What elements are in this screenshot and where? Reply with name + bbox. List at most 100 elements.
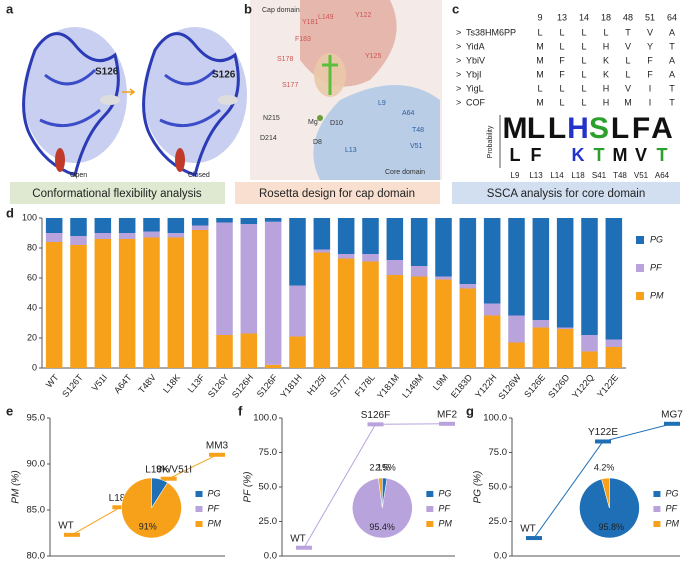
- bar-segment: [532, 320, 550, 328]
- x-tick-label: L18K: [161, 372, 182, 395]
- x-tick-label: Y122H: [473, 372, 498, 400]
- bar-segment: [216, 222, 233, 335]
- legend-swatch: [426, 491, 434, 497]
- bar-segment: [216, 218, 233, 223]
- row-name: YigL: [466, 83, 484, 93]
- bar-segment: [386, 218, 404, 260]
- bar-segment: [143, 218, 160, 232]
- residue: L: [581, 97, 586, 107]
- point-label: MF2: [437, 409, 457, 420]
- residue: V: [647, 27, 653, 37]
- panel-label: c: [452, 1, 459, 16]
- bar-segment: [459, 284, 477, 289]
- bar-segment: [410, 266, 428, 277]
- y-tick-label: 50.0: [259, 482, 278, 493]
- bar-segment: [191, 225, 209, 230]
- residue: A: [669, 69, 675, 79]
- residue: L: [581, 27, 586, 37]
- banner-text: Conformational flexibility analysis: [32, 188, 202, 200]
- bar-segment: [118, 218, 136, 233]
- legend-swatch: [426, 521, 434, 527]
- bar-segment: [581, 335, 598, 352]
- banner-text: Rosetta design for cap domain: [259, 188, 415, 200]
- legend-label: PG: [650, 234, 663, 244]
- pie-slice: [352, 477, 413, 539]
- logo-letter: L: [548, 112, 566, 145]
- pie-value-label: 91%: [139, 521, 157, 531]
- bar-segment: [45, 218, 63, 233]
- bar-segment: [167, 233, 185, 238]
- residue-label: D8: [313, 139, 322, 146]
- residue: Y: [647, 41, 653, 51]
- y-tick-label: 50.0: [489, 482, 508, 493]
- residue: I: [649, 83, 652, 93]
- residue: M: [624, 97, 632, 107]
- bar-segment: [556, 218, 574, 328]
- residue: T: [669, 97, 675, 107]
- structure-open: [22, 27, 127, 177]
- logo-letter: T: [657, 145, 668, 165]
- bar-segment: [556, 327, 574, 329]
- legend-label: PM: [208, 518, 222, 528]
- panel-label: e: [6, 403, 13, 418]
- residue-label: L9: [378, 100, 386, 107]
- bar-segment: [508, 218, 525, 316]
- legend-swatch: [636, 264, 644, 272]
- bar-segment: [410, 218, 428, 266]
- y-tick-label: 25.0: [489, 516, 508, 527]
- state-label: Closed: [188, 172, 210, 179]
- legend-swatch: [636, 292, 644, 300]
- logo-letter: K: [572, 145, 585, 165]
- residue: L: [581, 69, 586, 79]
- bar-segment: [118, 239, 136, 368]
- y-tick-label: 40: [27, 302, 37, 312]
- x-tick-label: Y181H: [278, 372, 303, 400]
- residue: A: [669, 27, 675, 37]
- bar-segment: [289, 336, 306, 368]
- logo-axis-label: Probability: [487, 125, 494, 158]
- y-tick-label: 100.0: [483, 413, 507, 424]
- legend-label: PF: [650, 262, 662, 272]
- y-tick-label: 25.0: [259, 516, 278, 527]
- residue: M: [536, 69, 544, 79]
- residue: L: [537, 83, 542, 93]
- structure-closed: [142, 27, 247, 177]
- arrow: [122, 88, 136, 96]
- residue-label: S177: [282, 82, 298, 89]
- row-name: YbjI: [466, 69, 482, 79]
- residue-label: L13: [345, 147, 357, 154]
- residue-label: Y122: [355, 12, 371, 19]
- point-label: WT: [58, 520, 74, 531]
- bar-segment: [483, 303, 501, 316]
- level-mark: [160, 476, 177, 481]
- x-tick-label: A64T: [112, 372, 134, 395]
- row-marker: >: [456, 55, 461, 65]
- bar-segment: [240, 218, 258, 224]
- pie-value-label: 2.5%: [375, 462, 396, 472]
- logo-letter: A: [651, 112, 673, 145]
- legend-label: PG: [665, 488, 678, 498]
- bar-segment: [118, 233, 136, 239]
- bar-segment: [191, 218, 209, 226]
- x-tick-label: S177T: [328, 372, 353, 399]
- bar-segment: [410, 276, 428, 368]
- pie-slice: [121, 477, 182, 539]
- point-label: L18K/V51I: [145, 464, 192, 475]
- x-tick-label: S126Y: [206, 372, 231, 399]
- y-tick-label: 80.0: [27, 551, 46, 561]
- logo-position: V51: [634, 171, 649, 180]
- banner: [235, 182, 440, 204]
- residue-label: N215: [263, 115, 280, 122]
- x-tick-label: S126D: [546, 372, 572, 400]
- legend-label: PM: [650, 290, 664, 300]
- logo-letter: H: [567, 112, 589, 145]
- residue-label: A64: [402, 110, 415, 117]
- row-name: COF: [466, 97, 486, 107]
- x-tick-label: S126H: [230, 372, 255, 400]
- bar-segment: [605, 347, 623, 368]
- legend-swatch: [195, 491, 203, 497]
- y-tick-label: 0: [32, 362, 37, 372]
- logo-letter: M: [613, 145, 628, 165]
- legend-swatch: [426, 506, 434, 512]
- residue: V: [625, 83, 631, 93]
